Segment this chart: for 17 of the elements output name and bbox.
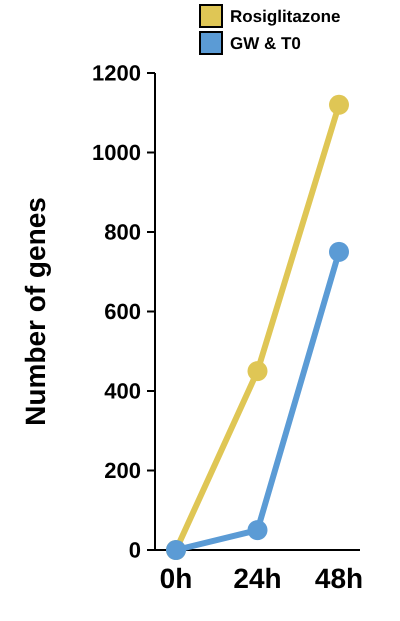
point xyxy=(248,361,268,382)
y-tick-label: 400 xyxy=(104,378,141,404)
legend-label: Rosiglitazone xyxy=(230,6,341,26)
y-tick-label: 800 xyxy=(104,220,141,245)
point xyxy=(329,94,349,115)
y-tick-label: 200 xyxy=(104,458,141,484)
y-axis-title: Number of genes xyxy=(20,197,51,426)
point xyxy=(248,520,268,540)
y-tick-label: 1200 xyxy=(92,60,141,86)
legend-label: GW & T0 xyxy=(230,34,301,53)
y-tick-label: 600 xyxy=(104,299,141,324)
x-tick-label: 48h xyxy=(314,563,364,594)
point xyxy=(329,242,349,262)
y-tick-label: 0 xyxy=(128,538,141,563)
x-tick-label: 24h xyxy=(233,563,282,594)
x-tick-label: 0h xyxy=(160,563,192,594)
y-tick-label: 1000 xyxy=(92,140,141,166)
